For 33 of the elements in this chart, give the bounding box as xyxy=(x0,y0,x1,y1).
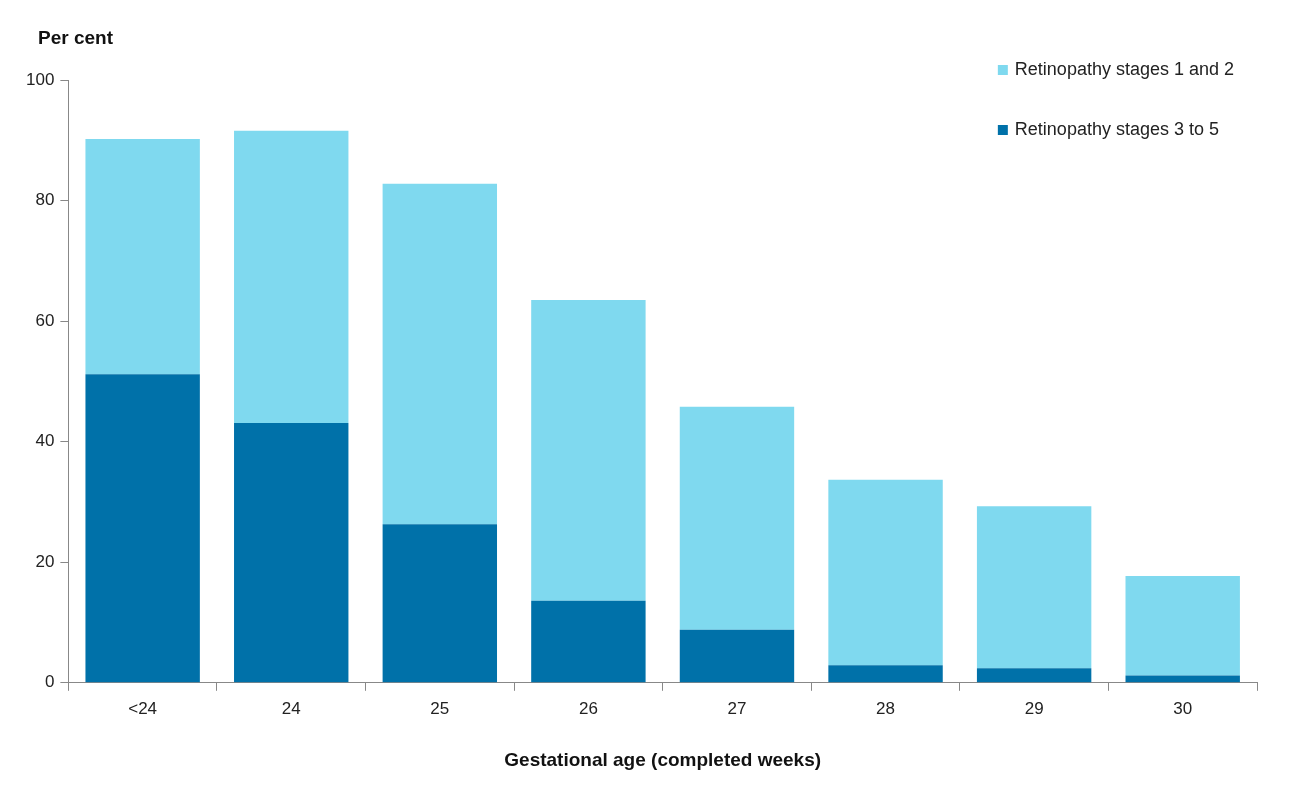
x-axis-title: Gestational age (completed weeks) xyxy=(504,748,822,770)
bar xyxy=(234,422,349,683)
y-tick-label: 0 xyxy=(44,672,55,692)
bar xyxy=(828,665,943,683)
bar xyxy=(531,300,646,601)
bar xyxy=(531,600,646,683)
x-tick-label: 29 xyxy=(1024,698,1044,718)
y-tick-label: 20 xyxy=(35,551,55,571)
bar xyxy=(85,374,200,683)
bar xyxy=(382,524,498,683)
y-axis-title: Per cent xyxy=(38,27,114,49)
y-tick-label: 60 xyxy=(35,310,55,330)
bar xyxy=(679,629,795,683)
bar xyxy=(679,406,795,630)
x-tick-label: <24 xyxy=(128,698,158,718)
legend-label: Retinopathy stages 3 to 5 xyxy=(1014,118,1219,139)
bar xyxy=(382,183,498,525)
x-tick-label: 27 xyxy=(727,698,747,718)
y-tick-label: 80 xyxy=(35,190,55,210)
x-tick-label: 24 xyxy=(281,698,301,718)
bar xyxy=(828,479,943,666)
bar xyxy=(234,130,349,423)
bar xyxy=(1125,576,1240,676)
x-tick-label: 30 xyxy=(1173,698,1193,718)
x-tick-label: 25 xyxy=(430,698,450,718)
bar xyxy=(976,668,1092,683)
bar xyxy=(85,139,200,375)
y-tick-label: 40 xyxy=(35,431,55,451)
y-tick-label: 100 xyxy=(25,69,55,89)
x-tick-label: 28 xyxy=(876,698,896,718)
x-tick-label: 26 xyxy=(578,698,598,718)
bar xyxy=(976,506,1092,669)
legend-label: Retinopathy stages 1 and 2 xyxy=(1014,58,1234,79)
